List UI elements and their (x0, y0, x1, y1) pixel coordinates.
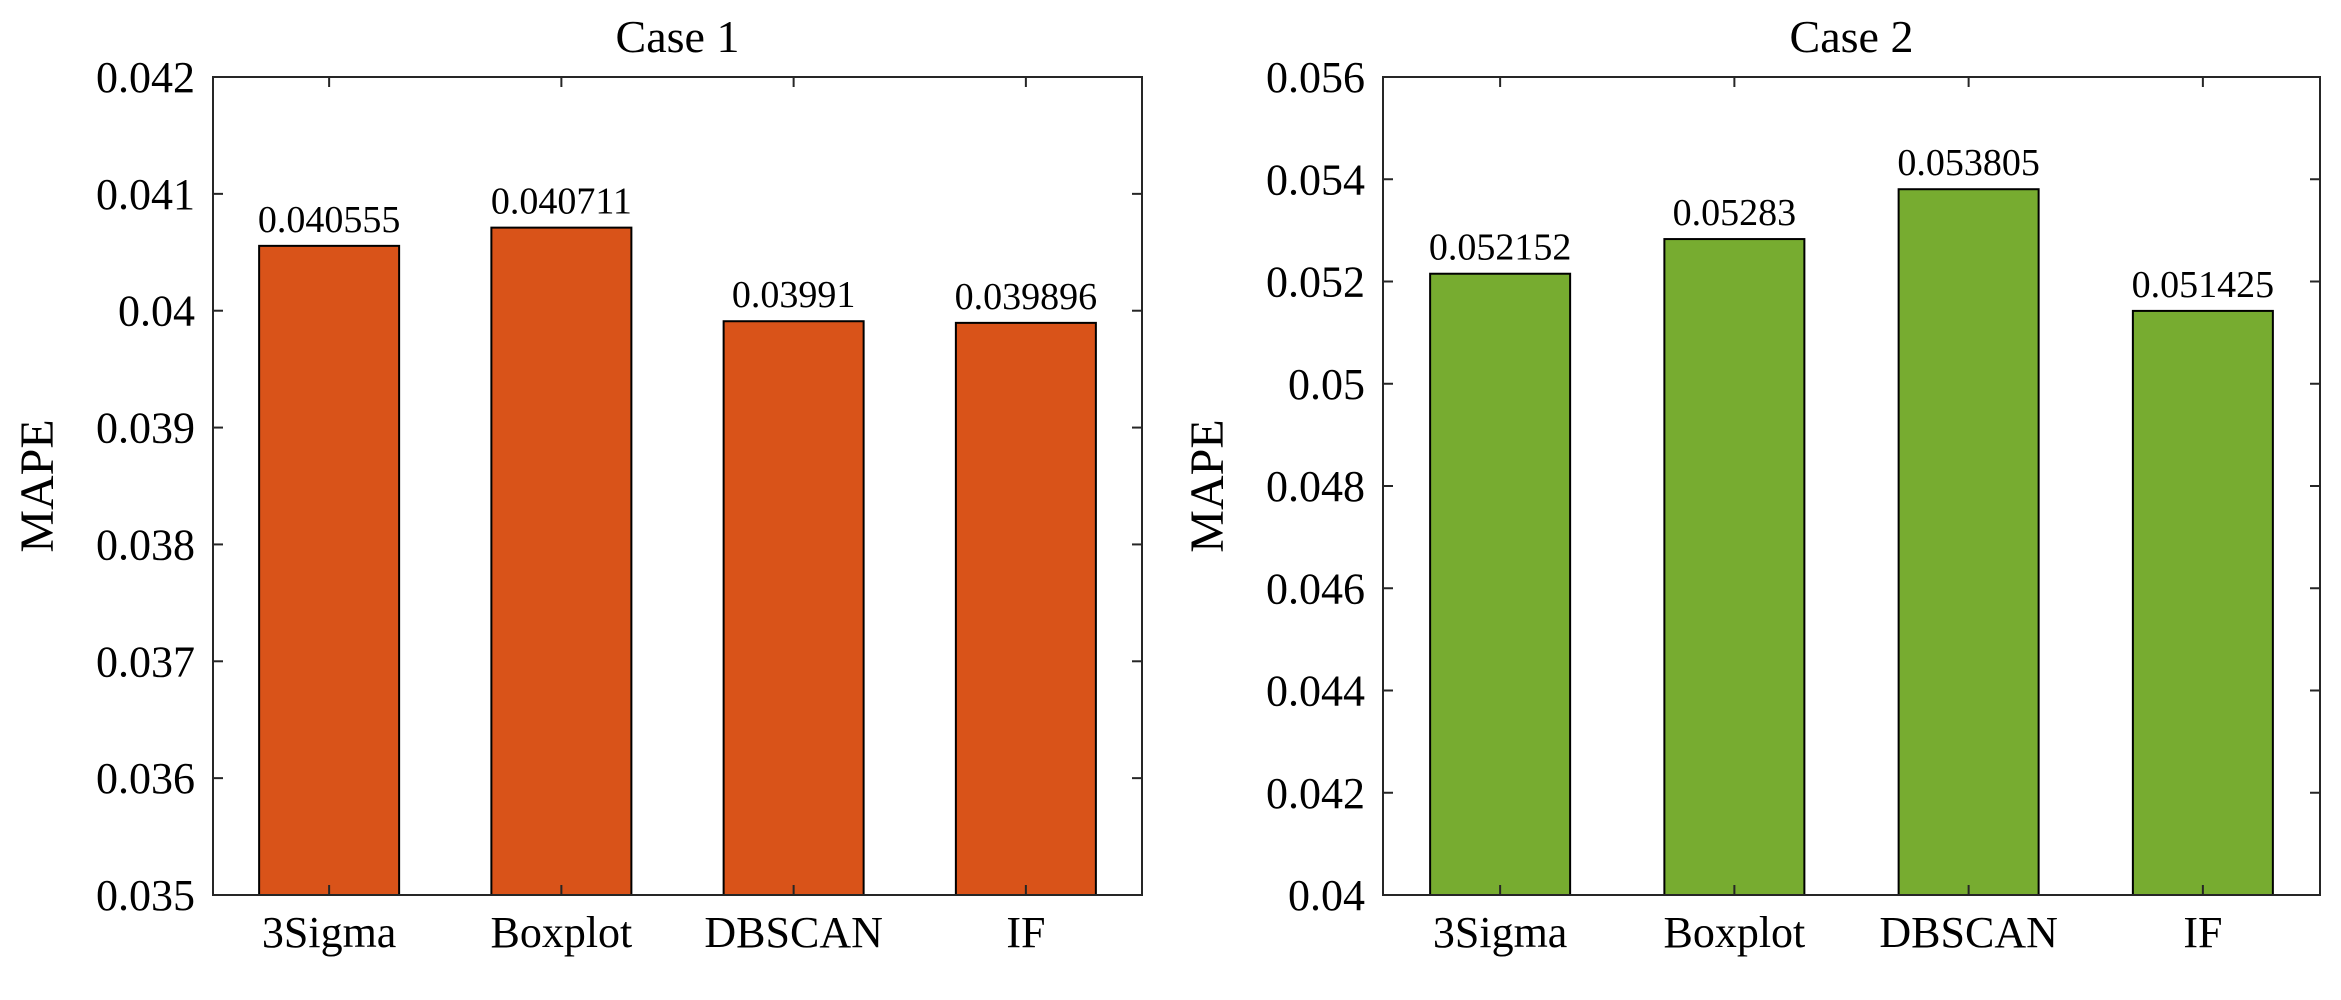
axes-box (212, 76, 1143, 896)
x-tick-label-3sigma: 3Sigma (1433, 908, 1567, 957)
bar-dbscan (722, 320, 865, 896)
y-tick-label: 0.042 (96, 53, 195, 102)
y-tick-label: 0.048 (1266, 462, 1365, 511)
y-tick-label: 0.039 (96, 404, 195, 453)
data-label-dbscan: 0.053805 (1897, 142, 2040, 184)
data-label-3sigma: 0.052152 (1429, 227, 1572, 269)
bar-3sigma (258, 244, 401, 896)
chart-title: Case 1 (616, 11, 740, 62)
x-tick-label-boxplot: Boxplot (490, 908, 632, 957)
data-label-if: 0.051425 (2132, 264, 2275, 306)
chart-panel-1: 0.040555 0.040711 0.03991 0.039896 0.035 0.03… (11, 11, 1143, 957)
x-tick-label-boxplot: Boxplot (1663, 908, 1805, 957)
chart-title: Case 2 (1790, 11, 1914, 62)
bar-if (2131, 309, 2274, 897)
y-axis-label: MAPE (11, 419, 64, 552)
y-tick-label: 0.042 (1266, 769, 1365, 818)
bar-if (954, 321, 1097, 896)
y-tick-label: 0.056 (1266, 53, 1365, 102)
y-axis-label: MAPE (1181, 419, 1234, 552)
data-label-boxplot: 0.05283 (1673, 192, 1797, 234)
bar-dbscan (1897, 188, 2040, 897)
y-tick-label: 0.041 (96, 170, 195, 219)
y-tick-label: 0.044 (1266, 667, 1365, 716)
bar-boxplot (490, 226, 633, 897)
y-tick-label: 0.054 (1266, 155, 1365, 204)
y-tick-label: 0.04 (118, 287, 195, 336)
y-tick-label: 0.037 (96, 637, 195, 686)
x-tick-label-3sigma: 3Sigma (262, 908, 396, 957)
y-tick-label: 0.035 (96, 871, 195, 920)
x-tick-label-dbscan: DBSCAN (704, 908, 883, 957)
y-tick-label: 0.036 (96, 754, 195, 803)
bar-boxplot (1663, 238, 1806, 897)
data-label-dbscan: 0.03991 (732, 274, 856, 316)
y-tick-label: 0.052 (1266, 258, 1365, 307)
chart-panel-2: 0.052152 0.05283 0.053805 0.051425 0.04 0.042… (1181, 11, 2321, 957)
bar-3sigma (1429, 272, 1572, 896)
x-tick-label-if: IF (1006, 908, 1045, 957)
data-label-boxplot: 0.040711 (491, 181, 632, 223)
y-tick-label: 0.04 (1288, 871, 1365, 920)
x-tick-label-dbscan: DBSCAN (1879, 908, 2058, 957)
data-label-3sigma: 0.040555 (258, 199, 401, 241)
y-tick-label: 0.038 (96, 520, 195, 569)
y-tick-label: 0.046 (1266, 564, 1365, 613)
x-tick-label-if: IF (2183, 908, 2222, 957)
data-label-if: 0.039896 (955, 276, 1098, 318)
y-tick-label: 0.05 (1288, 360, 1365, 409)
